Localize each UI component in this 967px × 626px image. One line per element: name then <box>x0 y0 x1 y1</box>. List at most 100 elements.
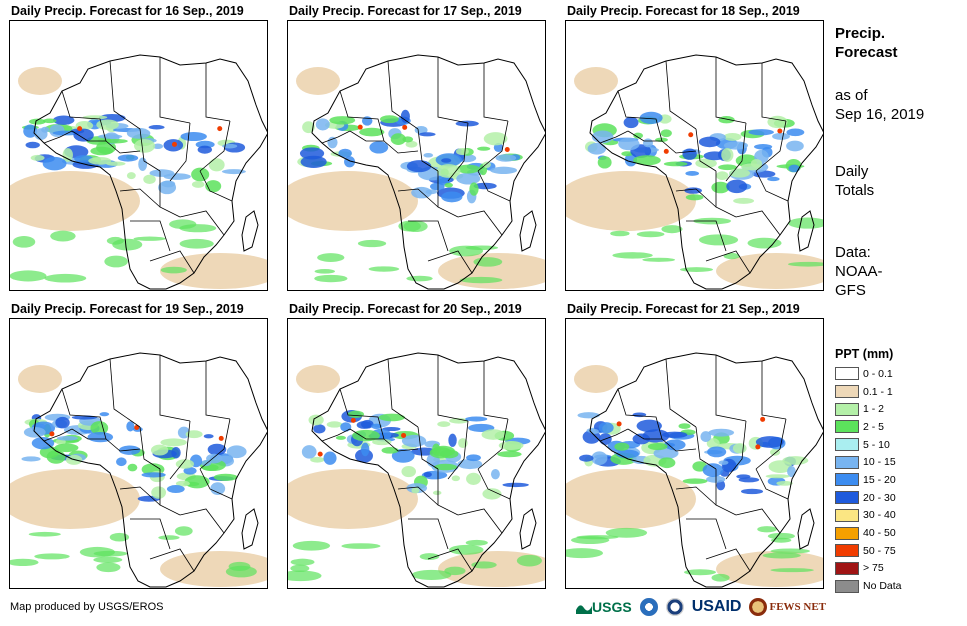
noaa-seal-icon <box>639 598 658 616</box>
rain-cell <box>497 451 522 458</box>
rain-cell <box>87 431 114 443</box>
rain-cell <box>126 172 136 180</box>
rain-cell <box>292 540 331 551</box>
legend-item: 30 - 40 <box>835 507 902 525</box>
rain-cell <box>702 463 724 477</box>
rain-cell <box>213 473 238 481</box>
rain-cell <box>106 236 124 245</box>
heavy-rain-cell <box>350 417 356 423</box>
logo-bar: USGS USAID FEWS NET <box>576 596 826 618</box>
rain-cell <box>612 252 653 259</box>
rain-cell <box>597 156 612 169</box>
rain-cell <box>776 480 793 486</box>
rain-cell <box>104 255 128 268</box>
rain-cell <box>770 568 814 573</box>
rain-cell <box>88 156 112 165</box>
rain-cell <box>221 169 246 175</box>
rain-cell <box>161 180 176 188</box>
legend-swatch <box>835 438 859 452</box>
country-border <box>483 63 509 122</box>
rain-cell <box>359 127 385 137</box>
rain-cell <box>315 118 330 131</box>
rain-cell <box>444 182 453 188</box>
rain-cell <box>158 535 180 540</box>
heavy-rain-cell <box>755 444 761 450</box>
legend-swatch <box>835 420 859 434</box>
rain-cell <box>184 475 210 489</box>
rain-cell <box>682 478 708 484</box>
rain-cell <box>685 194 704 201</box>
rain-cell <box>707 446 727 458</box>
rain-cell <box>591 130 614 144</box>
rain-cell <box>723 132 742 141</box>
rain-cell <box>723 252 740 260</box>
rain-cell <box>434 463 457 471</box>
country-border <box>755 170 789 202</box>
map-credit: Map produced by USGS/EROS <box>10 601 164 613</box>
country-border <box>169 122 191 182</box>
rain-cell <box>423 471 432 478</box>
dry-zone <box>566 171 696 231</box>
country-border <box>397 486 439 506</box>
rain-cell <box>591 451 608 466</box>
country-border <box>715 57 747 124</box>
rain-cell <box>46 450 66 464</box>
rain-cell <box>126 127 151 139</box>
rain-cell <box>52 115 75 125</box>
country-border <box>477 468 511 500</box>
country-border <box>339 90 385 142</box>
africa-coastline <box>33 352 267 588</box>
legend-swatch <box>835 473 859 487</box>
rain-cell <box>418 132 436 137</box>
rain-cell <box>141 472 166 478</box>
country-border <box>437 57 469 124</box>
country-border <box>383 140 419 154</box>
dry-zone <box>18 67 62 95</box>
legend-label: 0.1 - 1 <box>863 385 893 398</box>
rain-cell <box>718 460 729 465</box>
heavy-rain-cell <box>49 431 55 437</box>
rain-cell <box>786 128 805 137</box>
rain-cell <box>347 410 365 418</box>
country-border <box>599 130 629 144</box>
rain-cell <box>733 197 755 204</box>
rain-cell <box>378 413 406 422</box>
rain-cell <box>466 472 481 485</box>
country-border <box>387 60 419 130</box>
forecast-map <box>287 20 546 291</box>
rain-cell <box>482 488 502 500</box>
country-border <box>599 428 629 442</box>
country-border <box>130 220 171 252</box>
rain-cell <box>411 569 452 581</box>
totals-label: Daily Totals <box>835 162 874 200</box>
africa-map <box>10 352 267 588</box>
country-border <box>755 120 787 172</box>
country-border <box>61 388 107 440</box>
country-border <box>109 358 141 428</box>
rain-cell <box>210 482 226 496</box>
madagascar-coastline <box>797 210 815 252</box>
country-border <box>43 428 73 442</box>
legend-item: 2 - 5 <box>835 418 902 436</box>
rain-cell <box>679 267 714 272</box>
dry-zone <box>288 469 418 529</box>
data-source-line: Data: <box>835 244 871 261</box>
legend-label: 0 - 0.1 <box>863 367 893 380</box>
rain-cell <box>642 138 654 148</box>
madagascar-coastline <box>241 210 259 252</box>
as-of-date: as of Sep 16, 2019 <box>835 86 924 124</box>
dry-zone <box>18 365 62 393</box>
legend-swatch <box>835 579 859 593</box>
legend-label: 2 - 5 <box>863 420 885 433</box>
rain-cell <box>425 189 438 195</box>
rain-cell <box>391 448 415 463</box>
rain-cell <box>102 138 128 144</box>
rain-cell <box>647 442 668 451</box>
country-border <box>61 90 107 142</box>
panel-title: Daily Precip. Forecast for 18 Sep., 2019 <box>567 4 800 18</box>
rain-cell <box>326 421 343 428</box>
rain-cell <box>23 124 38 138</box>
rain-cell <box>381 447 399 454</box>
country-border <box>169 420 191 480</box>
heavy-rain-cell <box>217 126 223 132</box>
